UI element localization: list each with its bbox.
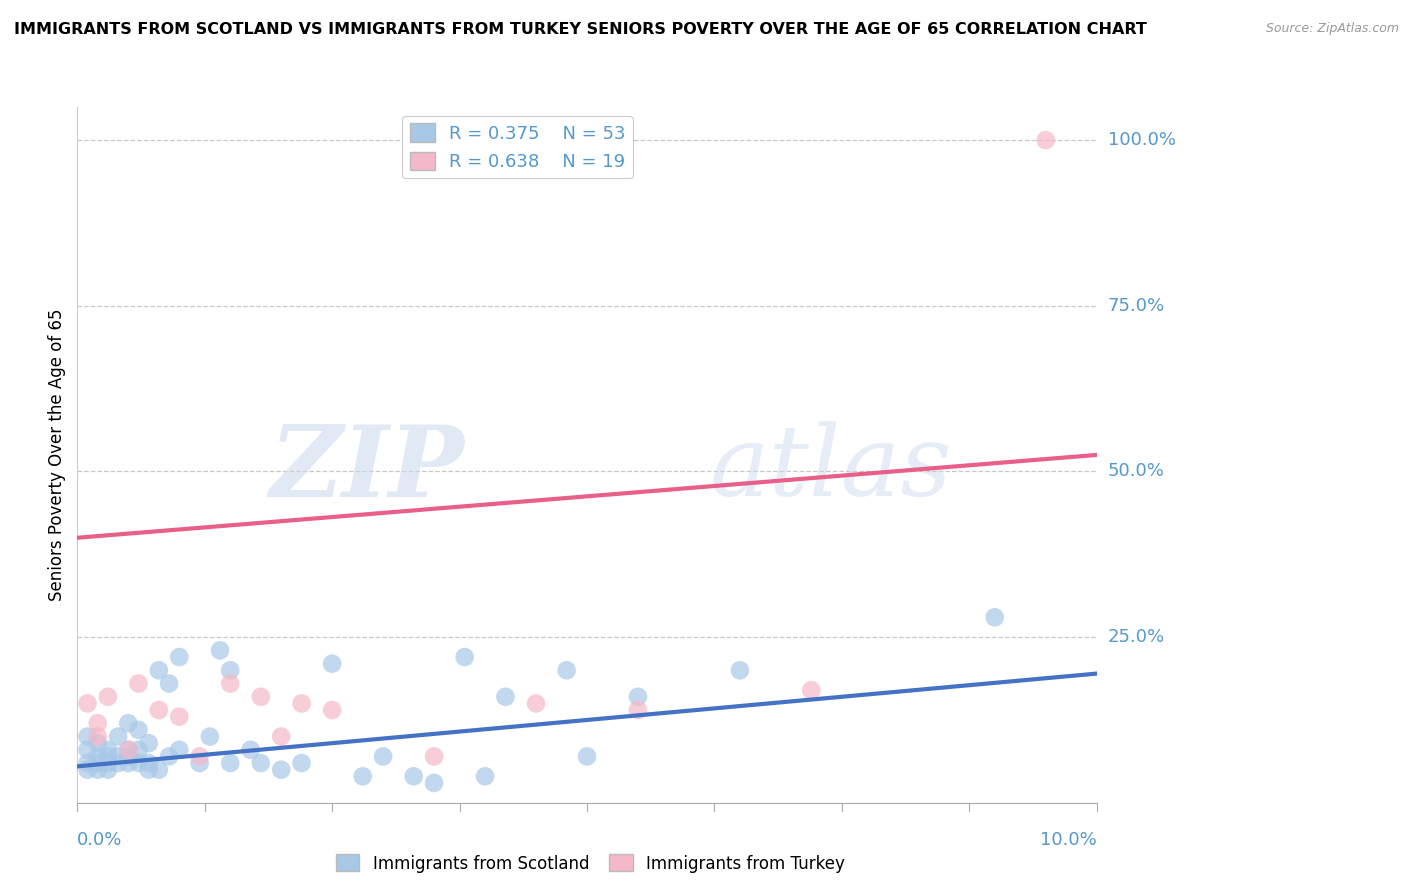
Point bbox=[148, 703, 170, 717]
Point bbox=[157, 676, 180, 690]
Text: 0.0%: 0.0% bbox=[77, 830, 122, 848]
Point bbox=[97, 690, 120, 704]
Point bbox=[576, 749, 599, 764]
Point bbox=[76, 763, 98, 777]
Point bbox=[117, 756, 139, 770]
Point bbox=[250, 690, 273, 704]
Point bbox=[127, 756, 149, 770]
Point bbox=[117, 743, 139, 757]
Point bbox=[97, 743, 120, 757]
Point bbox=[76, 697, 98, 711]
Point bbox=[169, 743, 191, 757]
Point bbox=[321, 703, 343, 717]
Point bbox=[984, 610, 1007, 624]
Legend: Immigrants from Scotland, Immigrants from Turkey: Immigrants from Scotland, Immigrants fro… bbox=[329, 847, 852, 880]
Point bbox=[219, 663, 242, 677]
Point bbox=[87, 756, 110, 770]
Point bbox=[453, 650, 475, 665]
Legend: R = 0.375    N = 53, R = 0.638    N = 19: R = 0.375 N = 53, R = 0.638 N = 19 bbox=[402, 116, 633, 178]
Point bbox=[208, 643, 231, 657]
Point bbox=[117, 743, 139, 757]
Point bbox=[87, 716, 110, 731]
Point bbox=[117, 749, 139, 764]
Point bbox=[117, 716, 139, 731]
Point bbox=[148, 763, 170, 777]
Point bbox=[188, 749, 211, 764]
Point bbox=[107, 749, 129, 764]
Point bbox=[524, 697, 547, 711]
Point bbox=[97, 763, 120, 777]
Text: 75.0%: 75.0% bbox=[1108, 297, 1166, 315]
Point bbox=[290, 756, 312, 770]
Point bbox=[87, 763, 110, 777]
Point bbox=[371, 749, 394, 764]
Point bbox=[107, 756, 129, 770]
Y-axis label: Seniors Poverty Over the Age of 65: Seniors Poverty Over the Age of 65 bbox=[48, 309, 66, 601]
Point bbox=[87, 730, 110, 744]
Point bbox=[352, 769, 374, 783]
Point bbox=[97, 756, 120, 770]
Text: Source: ZipAtlas.com: Source: ZipAtlas.com bbox=[1265, 22, 1399, 36]
Point bbox=[1035, 133, 1057, 147]
Point bbox=[169, 650, 191, 665]
Point bbox=[627, 703, 650, 717]
Point bbox=[188, 756, 211, 770]
Point bbox=[555, 663, 578, 677]
Point bbox=[627, 690, 650, 704]
Point bbox=[495, 690, 517, 704]
Point bbox=[138, 736, 160, 750]
Point bbox=[76, 756, 98, 770]
Point bbox=[127, 676, 149, 690]
Point bbox=[219, 676, 242, 690]
Point bbox=[402, 769, 425, 783]
Point bbox=[127, 723, 149, 737]
Point bbox=[76, 730, 98, 744]
Point bbox=[270, 730, 292, 744]
Point bbox=[127, 743, 149, 757]
Point bbox=[107, 730, 129, 744]
Point bbox=[250, 756, 273, 770]
Point bbox=[138, 763, 160, 777]
Text: IMMIGRANTS FROM SCOTLAND VS IMMIGRANTS FROM TURKEY SENIORS POVERTY OVER THE AGE : IMMIGRANTS FROM SCOTLAND VS IMMIGRANTS F… bbox=[14, 22, 1147, 37]
Point bbox=[97, 749, 120, 764]
Text: atlas: atlas bbox=[710, 421, 952, 516]
Point bbox=[800, 683, 823, 698]
Text: 25.0%: 25.0% bbox=[1108, 628, 1166, 646]
Point bbox=[423, 776, 446, 790]
Point bbox=[138, 756, 160, 770]
Point bbox=[148, 663, 170, 677]
Text: 50.0%: 50.0% bbox=[1108, 462, 1164, 481]
Point bbox=[198, 730, 221, 744]
Point bbox=[423, 749, 446, 764]
Point bbox=[474, 769, 496, 783]
Point bbox=[321, 657, 343, 671]
Point bbox=[87, 736, 110, 750]
Point bbox=[87, 749, 110, 764]
Point bbox=[270, 763, 292, 777]
Point bbox=[219, 756, 242, 770]
Point bbox=[76, 743, 98, 757]
Point bbox=[157, 749, 180, 764]
Text: 100.0%: 100.0% bbox=[1108, 131, 1175, 149]
Point bbox=[290, 697, 312, 711]
Text: 10.0%: 10.0% bbox=[1040, 830, 1097, 848]
Text: ZIP: ZIP bbox=[270, 421, 464, 517]
Point bbox=[728, 663, 751, 677]
Point bbox=[169, 709, 191, 723]
Point bbox=[239, 743, 262, 757]
